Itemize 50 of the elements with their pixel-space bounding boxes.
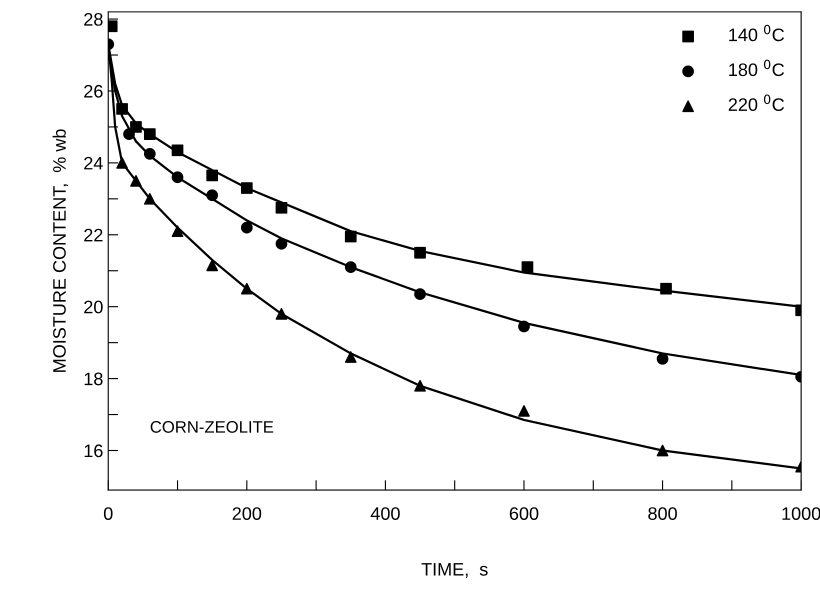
x-tick-label: 600 <box>510 507 538 520</box>
point <box>518 320 530 332</box>
point <box>344 230 357 242</box>
point <box>414 246 426 259</box>
point <box>144 128 156 140</box>
y-tick-label: 22 <box>84 228 102 242</box>
point <box>172 144 184 156</box>
point <box>123 128 135 140</box>
point <box>172 225 184 238</box>
point <box>276 308 288 320</box>
y-tick-label: 24 <box>84 156 103 170</box>
point <box>344 261 357 273</box>
y-tick-label: 20 <box>84 300 103 314</box>
y-tick-label: 26 <box>84 84 103 98</box>
point <box>522 261 534 273</box>
point <box>414 288 426 300</box>
y-tick-label: 28 <box>84 13 103 26</box>
point <box>518 405 530 417</box>
point <box>130 175 142 187</box>
point <box>206 189 218 202</box>
point <box>656 444 668 456</box>
x-axis-title: TIME, s <box>421 563 488 578</box>
x-tick-label: 400 <box>370 507 400 520</box>
point <box>344 351 357 363</box>
x-tick-label: 0 <box>104 507 113 520</box>
point <box>206 260 218 272</box>
point <box>172 171 184 184</box>
legend-label: 140 $^{0}$C <box>729 24 784 42</box>
point <box>660 282 672 295</box>
point <box>144 148 156 160</box>
point <box>656 352 668 365</box>
point <box>116 157 128 169</box>
legend-label: 180 $^{0}$C <box>729 60 784 76</box>
point <box>240 282 253 295</box>
legend-label: 220 $^{0}$C <box>728 94 784 112</box>
point <box>240 182 253 194</box>
point <box>116 103 128 115</box>
point <box>276 202 288 214</box>
y-tick-label: 18 <box>84 372 103 386</box>
annotation: CORN-ZEOLITE <box>150 421 274 433</box>
point <box>130 121 142 133</box>
x-tick-label: 200 <box>232 507 262 520</box>
point <box>414 380 426 392</box>
point <box>206 170 218 182</box>
y-tick-label: 16 <box>84 444 103 458</box>
x-tick-label: 800 <box>648 507 677 520</box>
point <box>240 222 253 234</box>
point <box>144 192 156 205</box>
y-axis-title: MOISTURE CONTENT, % wb <box>52 129 68 372</box>
point <box>276 238 288 250</box>
